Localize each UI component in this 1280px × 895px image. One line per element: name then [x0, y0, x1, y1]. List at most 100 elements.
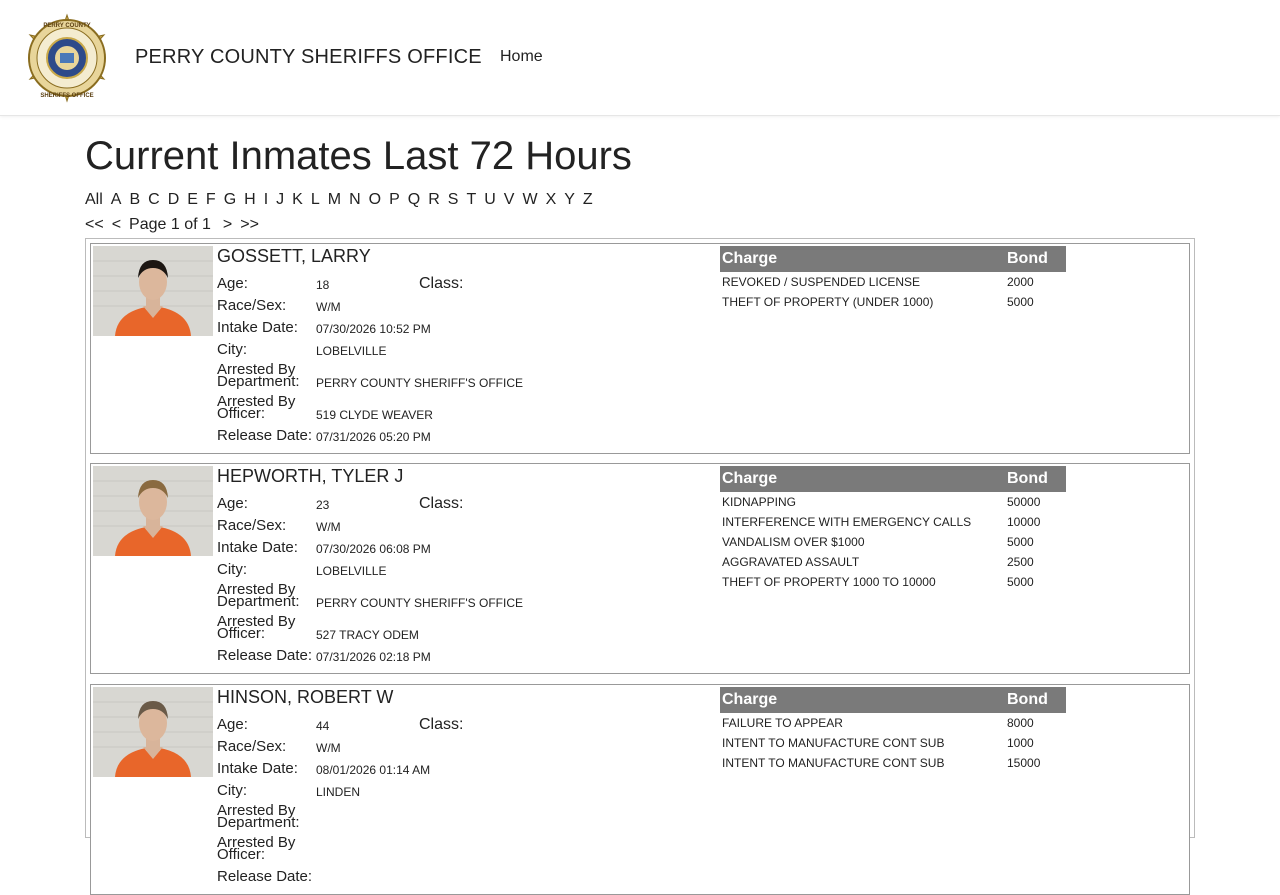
- bond-column-header: Bond: [1007, 691, 1048, 708]
- city-value: LINDEN: [316, 785, 361, 799]
- charge-description: INTENT TO MANUFACTURE CONT SUB: [722, 756, 945, 770]
- bond-amount: 15000: [1007, 756, 1041, 770]
- alpha-filter-e[interactable]: E: [187, 191, 198, 208]
- inmate-card: HEPWORTH, TYLER J Age: 23 Class: Race/Sex: W/…: [90, 463, 1190, 674]
- charges-table: Charge Bond FAILURE TO APPEAR 8000 INTENT TO…: [720, 687, 1066, 773]
- alpha-filter-c[interactable]: C: [148, 191, 160, 208]
- charge-row: KIDNAPPING 50000: [720, 492, 1066, 512]
- inmate-name[interactable]: HINSON, ROBERT W: [217, 687, 394, 707]
- bond-amount: 10000: [1007, 515, 1041, 529]
- alpha-filter-t[interactable]: T: [466, 191, 477, 208]
- charge-description: KIDNAPPING: [722, 495, 797, 509]
- svg-text:PERRY COUNTY: PERRY COUNTY: [43, 23, 90, 29]
- alpha-filter-u[interactable]: U: [484, 191, 496, 208]
- city-value: LOBELVILLE: [316, 344, 387, 358]
- charges-header-row: Charge Bond: [720, 687, 1066, 713]
- bond-amount: 2500: [1007, 555, 1034, 569]
- officer-label: Officer:: [217, 846, 266, 863]
- alpha-filter-b[interactable]: B: [129, 191, 141, 208]
- class-label: Class:: [419, 495, 464, 512]
- inmate-photo[interactable]: [93, 687, 213, 777]
- bond-column-header: Bond: [1007, 470, 1048, 487]
- age-label: Age:: [217, 495, 248, 512]
- charge-column-header: Charge: [722, 691, 778, 708]
- race-sex-value: W/M: [316, 300, 341, 314]
- arrested-by-label: Arrested By: [217, 581, 296, 598]
- bond-amount: 8000: [1007, 716, 1034, 730]
- charge-description: FAILURE TO APPEAR: [722, 716, 843, 730]
- officer-value: 527 TRACY ODEM: [316, 628, 419, 642]
- charge-row: REVOKED / SUSPENDED LICENSE 2000: [720, 272, 1066, 292]
- alpha-filter-a[interactable]: A: [110, 191, 122, 208]
- alpha-filter-x[interactable]: X: [545, 191, 557, 208]
- site-name[interactable]: PERRY COUNTY SHERIFFS OFFICE: [135, 46, 482, 68]
- alphabet-filter: All A B C D E F G H I J K L M N O P Q R S T U V W X Y Z: [85, 191, 601, 209]
- charge-row: VANDALISM OVER $1000 5000: [720, 532, 1066, 552]
- alpha-filter-v[interactable]: V: [503, 191, 515, 208]
- officer-label: Officer:: [217, 625, 266, 642]
- alpha-filter-k[interactable]: K: [292, 191, 303, 208]
- age-value: 23: [316, 498, 330, 512]
- class-label: Class:: [419, 716, 464, 733]
- alpha-filter-n[interactable]: N: [349, 191, 361, 208]
- alpha-filter-m[interactable]: M: [327, 191, 342, 208]
- alpha-filter-w[interactable]: W: [522, 191, 538, 208]
- alpha-filter-f[interactable]: F: [205, 191, 216, 208]
- arrested-by-label: Arrested By: [217, 361, 296, 378]
- arrested-by-label: Arrested By: [217, 393, 296, 410]
- bond-column-header: Bond: [1007, 250, 1048, 267]
- first-page-link[interactable]: <<: [85, 216, 104, 233]
- department-value: PERRY COUNTY SHERIFF'S OFFICE: [316, 596, 523, 610]
- charge-row: INTENT TO MANUFACTURE CONT SUB 1000: [720, 733, 1066, 753]
- release-date-value: 07/31/2026 02:18 PM: [316, 650, 431, 664]
- alpha-filter-p[interactable]: P: [389, 191, 400, 208]
- charge-row: FAILURE TO APPEAR 8000: [720, 713, 1066, 733]
- department-label: Department:: [217, 373, 300, 390]
- inmate-name[interactable]: GOSSETT, LARRY: [217, 246, 371, 266]
- alpha-filter-l[interactable]: L: [310, 191, 320, 208]
- alpha-filter-q[interactable]: Q: [407, 191, 421, 208]
- city-label: City:: [217, 341, 247, 358]
- sheriff-badge-logo[interactable]: PERRY COUNTY SHERIFFS OFFICE: [22, 13, 112, 103]
- intake-date-label: Intake Date:: [217, 760, 298, 777]
- alpha-filter-z[interactable]: Z: [582, 191, 593, 208]
- alpha-filter-all[interactable]: All: [85, 191, 103, 208]
- charge-row: INTENT TO MANUFACTURE CONT SUB 15000: [720, 753, 1066, 773]
- charge-column-header: Charge: [722, 250, 778, 267]
- intake-date-value: 07/30/2026 10:52 PM: [316, 322, 431, 336]
- charge-description: INTENT TO MANUFACTURE CONT SUB: [722, 736, 945, 750]
- alpha-filter-g[interactable]: G: [223, 191, 237, 208]
- prev-page-link[interactable]: <: [111, 216, 122, 233]
- alpha-filter-i[interactable]: I: [263, 191, 269, 208]
- inmate-photo[interactable]: [93, 466, 213, 556]
- alpha-filter-r[interactable]: R: [428, 191, 440, 208]
- release-date-label: Release Date:: [217, 868, 313, 885]
- alpha-filter-o[interactable]: O: [368, 191, 382, 208]
- age-label: Age:: [217, 716, 248, 733]
- charges-header-row: Charge Bond: [720, 466, 1066, 492]
- alpha-filter-h[interactable]: H: [244, 191, 256, 208]
- inmate-photo[interactable]: [93, 246, 213, 336]
- release-date-value: 07/31/2026 05:20 PM: [316, 430, 431, 444]
- intake-date-label: Intake Date:: [217, 539, 298, 556]
- nav-home-link[interactable]: Home: [500, 48, 543, 65]
- charges-table: Charge Bond KIDNAPPING 50000 INTERFERENCE WI…: [720, 466, 1066, 592]
- charge-description: VANDALISM OVER $1000: [722, 535, 865, 549]
- race-sex-value: W/M: [316, 520, 341, 534]
- last-page-link[interactable]: >>: [240, 216, 259, 233]
- bond-amount: 2000: [1007, 275, 1034, 289]
- alpha-filter-y[interactable]: Y: [564, 191, 575, 208]
- charge-column-header: Charge: [722, 470, 778, 487]
- next-page-link[interactable]: >: [222, 216, 233, 233]
- alpha-filter-s[interactable]: S: [447, 191, 459, 208]
- top-navbar: PERRY COUNTY SHERIFFS OFFICE PERRY COUNT…: [0, 0, 1280, 116]
- inmate-card: GOSSETT, LARRY Age: 18 Class: Race/Sex: W/M In…: [90, 243, 1190, 454]
- class-label: Class:: [419, 275, 464, 292]
- age-label: Age:: [217, 275, 248, 292]
- arrested-by-label: Arrested By: [217, 802, 296, 819]
- department-label: Department:: [217, 814, 300, 831]
- alpha-filter-j[interactable]: J: [276, 191, 285, 208]
- age-value: 44: [316, 719, 330, 733]
- alpha-filter-d[interactable]: D: [167, 191, 180, 208]
- inmate-name[interactable]: HEPWORTH, TYLER J: [217, 466, 404, 486]
